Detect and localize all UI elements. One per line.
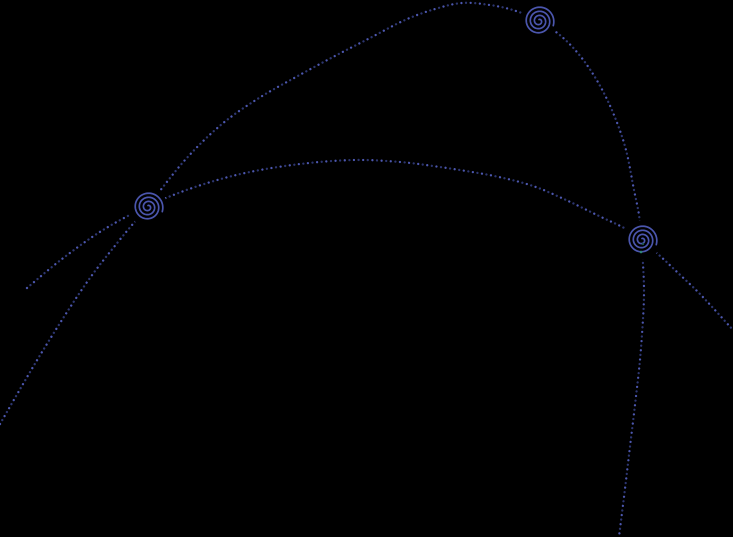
spiral-right-spiral-icon <box>628 225 658 253</box>
trajectory-tall-arc-dots <box>0 1 646 537</box>
spiral-left-marker <box>128 187 168 227</box>
trajectory-shallow-arc-dots <box>25 158 733 332</box>
spiral-top-spiral-icon <box>525 6 555 34</box>
spiral-right-marker <box>622 220 662 260</box>
accent-dot-2 <box>641 242 645 246</box>
trajectory-tall-arc <box>0 1 646 537</box>
accent-dot-1 <box>639 250 643 254</box>
trajectory-shallow-arc <box>25 158 733 332</box>
trajectory-tall-arc-dots <box>0 1 646 537</box>
spiral-top-marker <box>519 1 559 41</box>
spiral-left-spiral-icon <box>134 192 164 220</box>
